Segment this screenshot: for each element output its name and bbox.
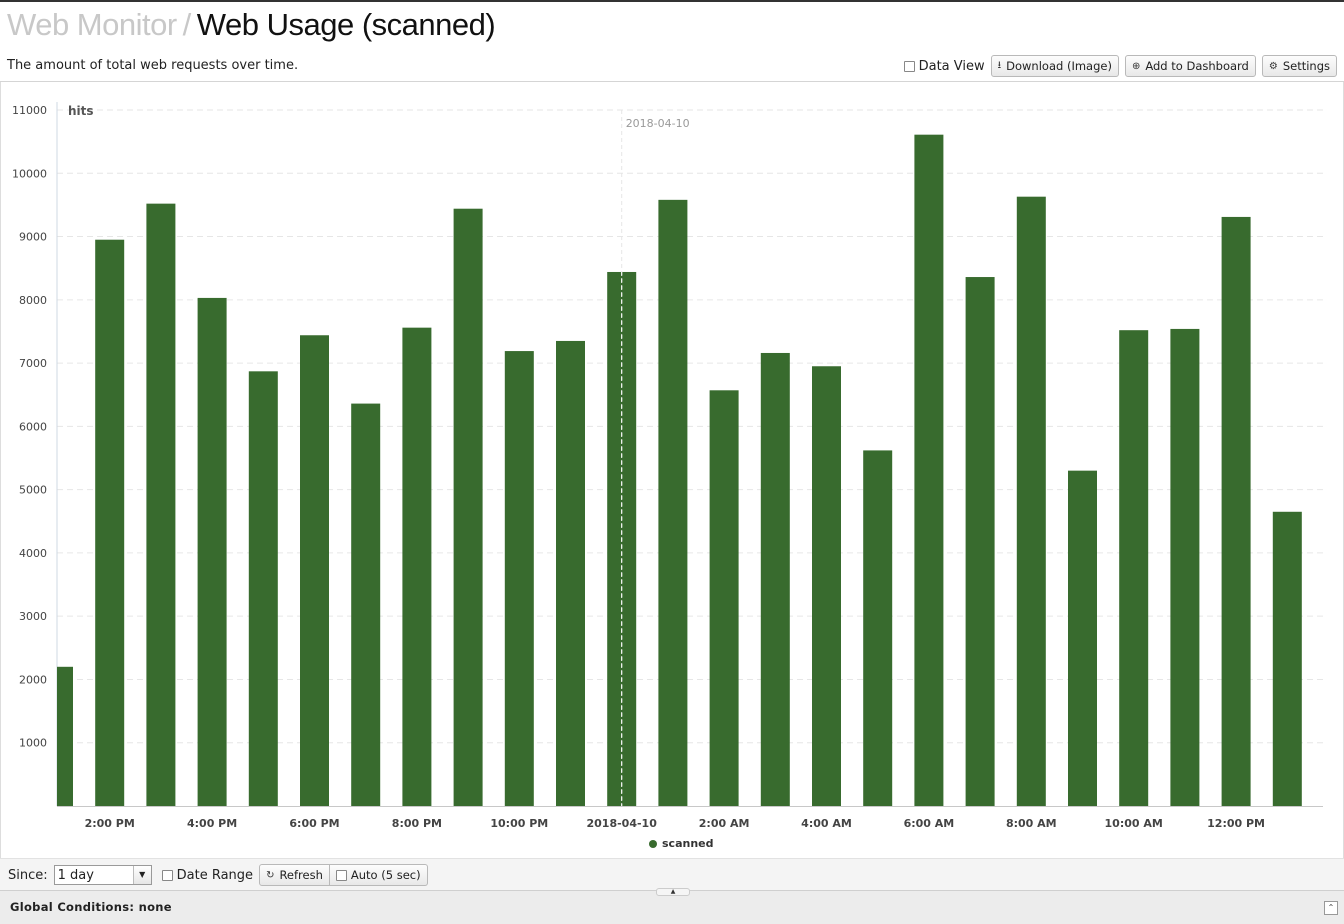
bar-scanned — [248, 371, 278, 806]
breadcrumb-separator: / — [182, 7, 192, 42]
bar-scanned — [812, 366, 841, 806]
bar-scanned — [146, 203, 176, 806]
x-tick-label: 12:00 PM — [1207, 817, 1265, 830]
report-description: The amount of total web requests over ti… — [7, 58, 299, 73]
since-label: Since: — [8, 867, 48, 883]
bar-chart: 1000 2000 3000 4000 5000 6000 7000 8000 9000 1000… — [12, 102, 1323, 850]
data-view-checkbox[interactable] — [903, 60, 915, 72]
bar-scanned — [1170, 328, 1200, 806]
bar-scanned — [1119, 330, 1149, 806]
x-tick-label: 6:00 PM — [289, 817, 339, 830]
x-tick-label: 2:00 PM — [85, 817, 135, 830]
x-tick-label: 8:00 AM — [1006, 817, 1057, 830]
bar-scanned — [863, 450, 893, 806]
plus-circle-icon: ⊕ — [1131, 60, 1141, 72]
x-tick-label: 4:00 AM — [801, 817, 852, 830]
y-tick-label: 10000 — [12, 167, 47, 180]
bar-scanned — [95, 239, 125, 806]
bar-scanned — [1272, 511, 1302, 806]
date-range-label: Date Range — [176, 867, 254, 883]
since-value: 1 day — [57, 868, 94, 883]
resize-handle[interactable]: ▲ — [656, 888, 690, 896]
auto-refresh-checkbox[interactable] — [335, 869, 347, 881]
chart-container: 1000 2000 3000 4000 5000 6000 7000 8000 9000 1000… — [0, 82, 1344, 858]
global-conditions-label: Global Conditions: none — [10, 900, 172, 914]
auto-refresh-button[interactable]: Auto (5 sec) — [329, 864, 428, 886]
bar-scanned — [914, 134, 944, 806]
y-tick-label: 5000 — [19, 484, 47, 497]
bar-scanned — [351, 403, 381, 806]
legend-label: scanned — [662, 837, 714, 850]
download-image-button[interactable]: ⭳ Download (Image) — [990, 55, 1119, 77]
date-range-checkbox[interactable] — [161, 869, 173, 881]
settings-label: Settings — [1282, 59, 1330, 73]
y-tick-label: 11000 — [12, 104, 47, 117]
bar-scanned — [1221, 216, 1251, 806]
chevron-down-icon[interactable]: ▼ — [132, 866, 151, 884]
global-conditions-bar: ▲ Global Conditions: none ⌃ — [0, 888, 1344, 924]
y-tick-label: 4000 — [19, 547, 47, 560]
bar-scanned — [197, 297, 227, 806]
bar-scanned — [556, 340, 585, 806]
data-view-toggle[interactable]: Data View — [903, 58, 985, 74]
date-range-toggle[interactable]: Date Range — [161, 867, 254, 883]
since-select[interactable]: 1 day ▼ — [53, 865, 152, 885]
add-dashboard-label: Add to Dashboard — [1145, 59, 1249, 73]
bar-scanned — [658, 199, 688, 806]
bar-scanned — [504, 351, 534, 806]
page-title: Web Monitor / Web Usage (scanned) — [7, 7, 496, 43]
download-label: Download (Image) — [1006, 59, 1112, 73]
x-tick-label: 10:00 AM — [1105, 817, 1163, 830]
report-title: Web Usage (scanned) — [196, 7, 496, 42]
bar-scanned — [57, 666, 73, 806]
gear-icon: ⚙ — [1268, 60, 1278, 72]
bar-scanned — [760, 352, 790, 806]
x-tick-label: 10:00 PM — [490, 817, 548, 830]
bar-scanned — [1068, 470, 1097, 806]
y-tick-label: 7000 — [19, 357, 47, 370]
refresh-label: Refresh — [279, 868, 323, 882]
breadcrumb-web-monitor[interactable]: Web Monitor — [7, 7, 177, 42]
download-icon: ⭳ — [997, 59, 1002, 71]
y-tick-label: 8000 — [19, 294, 47, 307]
y-tick-label: 3000 — [19, 610, 47, 623]
x-tick-label: 2:00 AM — [699, 817, 750, 830]
report-toolbar: Data View ⭳ Download (Image) ⊕ Add to Da… — [903, 55, 1337, 77]
legend-marker — [649, 840, 657, 848]
date-marker-label: 2018-04-10 — [626, 117, 690, 130]
x-tick-label: 8:00 PM — [392, 817, 442, 830]
data-view-label: Data View — [918, 58, 985, 74]
x-tick-label: 6:00 AM — [904, 817, 955, 830]
y-tick-label: 6000 — [19, 420, 47, 433]
bar-scanned — [1016, 196, 1046, 806]
bar-scanned — [300, 335, 329, 806]
auto-refresh-label: Auto (5 sec) — [350, 868, 421, 882]
x-tick-label: 2018-04-10 — [587, 817, 658, 830]
refresh-button[interactable]: ↻ Refresh — [259, 864, 330, 886]
header-divider — [0, 81, 1344, 82]
time-controls: Since: 1 day ▼ Date Range ↻ Refresh Auto… — [0, 858, 1344, 891]
bar-scanned — [709, 390, 739, 806]
y-tick-label: 1000 — [19, 737, 47, 750]
y-tick-label: 2000 — [19, 673, 47, 686]
bar-scanned — [453, 208, 483, 806]
top-border — [0, 0, 1344, 2]
add-to-dashboard-button[interactable]: ⊕ Add to Dashboard — [1124, 55, 1256, 77]
refresh-group: ↻ Refresh Auto (5 sec) — [259, 864, 428, 886]
x-tick-label: 4:00 PM — [187, 817, 237, 830]
y-axis-label: hits — [68, 104, 94, 118]
bar-scanned — [402, 327, 432, 806]
y-tick-label: 9000 — [19, 231, 47, 244]
bar-scanned — [965, 277, 995, 806]
refresh-icon: ↻ — [266, 869, 275, 881]
collapse-icon[interactable]: ⌃ — [1324, 901, 1338, 915]
settings-button[interactable]: ⚙ Settings — [1261, 55, 1337, 77]
